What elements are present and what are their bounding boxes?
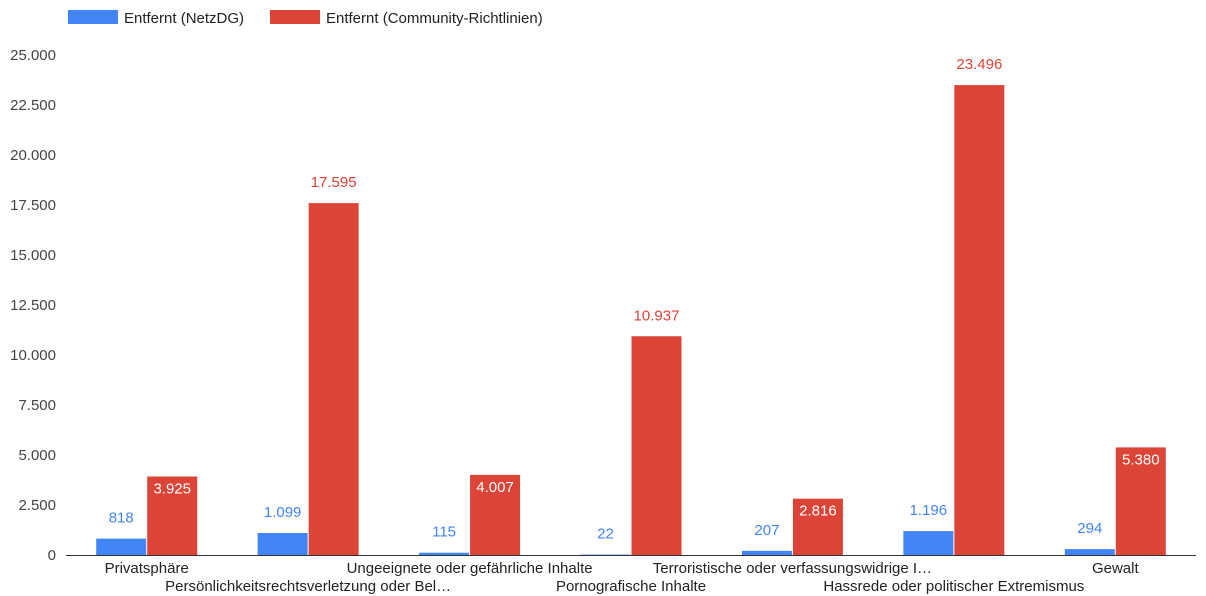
value-label-1-0: 3.925 xyxy=(153,481,191,498)
legend-swatch-0 xyxy=(68,10,118,24)
category-label-1: Persönlichkeitsrechtsverletzung oder Bel… xyxy=(165,578,451,595)
x-axis: PrivatsphärePersönlichkeitsrechtsverletz… xyxy=(66,555,1196,595)
legend-label-1: Entfernt (Community-Richtlinien) xyxy=(326,10,543,27)
value-label-0-6: 294 xyxy=(1077,520,1102,537)
y-tick-label: 25.000 xyxy=(10,47,56,64)
category-label-5: Hassrede oder politischer Extremismus xyxy=(823,578,1084,595)
bar-0-0 xyxy=(96,538,147,555)
y-axis: 0 2.500 5.000 7.500 10.000 12.500 15.000 17.500… xyxy=(10,47,56,564)
bar-0-1 xyxy=(257,533,308,555)
bar-0-5 xyxy=(903,531,954,555)
legend-label-0: Entfernt (NetzDG) xyxy=(124,10,244,27)
y-tick-label: 15.000 xyxy=(10,247,56,264)
value-label-1-1: 17.595 xyxy=(311,174,357,191)
y-tick-label: 7.500 xyxy=(18,397,56,414)
bar-0-2 xyxy=(419,552,470,555)
y-tick-label: 20.000 xyxy=(10,147,56,164)
y-tick-label: 0 xyxy=(48,547,56,564)
value-label-1-5: 23.496 xyxy=(956,56,1002,73)
value-label-0-1: 1.099 xyxy=(264,504,302,521)
category-label-2: Ungeeignete oder gefährliche Inhalte xyxy=(347,560,593,577)
value-label-1-4: 2.816 xyxy=(799,503,837,520)
value-label-1-2: 4.007 xyxy=(476,479,514,496)
value-label-0-4: 207 xyxy=(754,522,779,539)
y-tick-label: 22.500 xyxy=(10,97,56,114)
category-label-4: Terroristische oder verfassungswidrige I… xyxy=(653,560,932,577)
bar-0-4 xyxy=(741,550,792,555)
value-label-1-3: 10.937 xyxy=(634,307,680,324)
y-tick-label: 12.500 xyxy=(10,297,56,314)
bar-1-1 xyxy=(308,203,359,555)
y-tick-label: 2.500 xyxy=(18,497,56,514)
bar-1-3 xyxy=(631,336,682,555)
value-label-0-2: 115 xyxy=(432,524,456,541)
legend: Entfernt (NetzDG) Entfernt (Community-Ric… xyxy=(68,10,543,27)
bar-1-4 xyxy=(792,498,843,555)
category-label-0: Privatsphäre xyxy=(105,560,189,577)
bar-1-5 xyxy=(954,85,1005,555)
category-label-6: Gewalt xyxy=(1092,560,1140,577)
bar-0-6 xyxy=(1064,549,1115,555)
value-label-1-6: 5.380 xyxy=(1122,451,1160,468)
legend-swatch-1 xyxy=(270,10,320,24)
value-label-0-5: 1.196 xyxy=(910,502,948,519)
bars: 818 3.925 1.099 17.595 115 4.007 22 10.937 207 2.… xyxy=(96,56,1166,555)
value-label-0-0: 818 xyxy=(109,510,134,527)
y-tick-label: 17.500 xyxy=(10,197,56,214)
y-tick-label: 10.000 xyxy=(10,347,56,364)
value-label-0-3: 22 xyxy=(597,526,614,543)
category-label-3: Pornografische Inhalte xyxy=(556,578,706,595)
bar-1-2 xyxy=(470,474,521,555)
y-tick-label: 5.000 xyxy=(18,447,56,464)
bar-1-6 xyxy=(1115,447,1166,555)
bar-1-0 xyxy=(147,476,198,555)
